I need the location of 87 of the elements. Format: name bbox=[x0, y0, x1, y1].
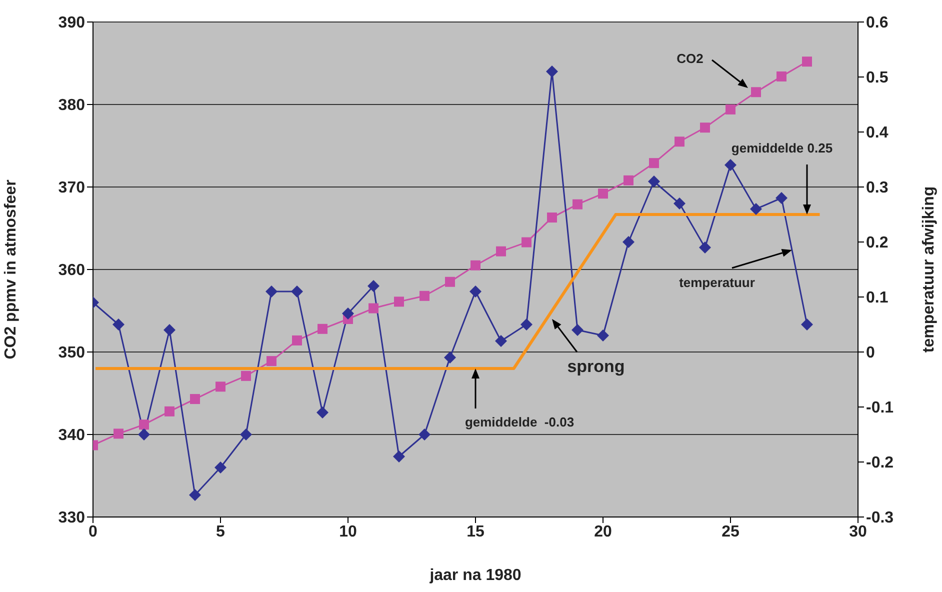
point bbox=[445, 276, 455, 287]
point bbox=[112, 318, 124, 330]
x-tick-label: 20 bbox=[594, 523, 612, 540]
point bbox=[139, 420, 149, 430]
point bbox=[624, 175, 634, 186]
y2-tick-label: -0.3 bbox=[866, 510, 894, 527]
point bbox=[420, 290, 430, 301]
point bbox=[164, 406, 174, 416]
point bbox=[572, 324, 584, 336]
point bbox=[316, 406, 328, 418]
point bbox=[394, 296, 404, 307]
point bbox=[495, 335, 507, 347]
x-tick-label: 25 bbox=[722, 523, 740, 540]
point bbox=[776, 71, 786, 82]
y2-tick-label: 0.2 bbox=[866, 234, 888, 252]
point bbox=[802, 56, 812, 67]
y-tick-label: 330 bbox=[58, 510, 86, 527]
point bbox=[597, 330, 609, 342]
point bbox=[496, 246, 506, 256]
x-tick-label: 5 bbox=[216, 523, 226, 540]
x-tick-label: 0 bbox=[88, 523, 98, 540]
annotation: sprong bbox=[567, 357, 625, 376]
y-tick-label: 390 bbox=[58, 14, 86, 32]
point bbox=[776, 192, 788, 204]
point bbox=[444, 352, 456, 364]
point bbox=[674, 136, 684, 147]
point bbox=[189, 489, 201, 501]
point bbox=[164, 324, 176, 336]
point bbox=[114, 428, 124, 439]
y-axis-title: CO2 ppmv in atmosfeer bbox=[2, 180, 20, 360]
point bbox=[240, 428, 252, 440]
point bbox=[291, 286, 303, 298]
point bbox=[368, 303, 378, 314]
point bbox=[699, 242, 711, 254]
point bbox=[801, 318, 813, 330]
x-tick-label: 15 bbox=[466, 523, 484, 540]
y-tick-label: 360 bbox=[58, 262, 86, 280]
y2-tick-label: 0.3 bbox=[866, 180, 888, 197]
point bbox=[724, 159, 736, 171]
point bbox=[138, 428, 150, 440]
y2-axis-title: temperatuur afwijking bbox=[920, 186, 938, 353]
point bbox=[750, 203, 762, 215]
point bbox=[292, 335, 302, 346]
point bbox=[266, 286, 278, 298]
text: temperatuur bbox=[679, 275, 755, 290]
y2-tick-label: 0.5 bbox=[866, 70, 888, 87]
point bbox=[470, 260, 480, 270]
point bbox=[216, 382, 226, 392]
point bbox=[214, 462, 226, 474]
point bbox=[318, 324, 328, 334]
point bbox=[751, 87, 761, 98]
point bbox=[598, 188, 608, 199]
point bbox=[547, 212, 557, 223]
point bbox=[572, 199, 582, 210]
y2-tick-label: -0.2 bbox=[866, 454, 894, 472]
y2-tick-label: 0.6 bbox=[866, 14, 888, 32]
point bbox=[726, 104, 736, 114]
point bbox=[393, 450, 405, 462]
point bbox=[342, 308, 354, 320]
point bbox=[418, 428, 430, 440]
annotation: gemiddelde -0.03 bbox=[464, 414, 574, 430]
annotation: gemiddelde 0.25 bbox=[731, 140, 833, 156]
point bbox=[522, 237, 532, 248]
x-tick-label: 30 bbox=[849, 523, 867, 540]
text: CO2 bbox=[676, 51, 704, 66]
y-tick-label: 340 bbox=[58, 427, 86, 444]
point bbox=[674, 198, 686, 210]
y2-tick-label: 0 bbox=[866, 344, 875, 362]
y-tick-label: 370 bbox=[58, 180, 86, 197]
x-axis-title: jaar na 1980 bbox=[428, 567, 522, 584]
y2-tick-label: 0.4 bbox=[866, 124, 888, 142]
point bbox=[520, 318, 532, 330]
y2-tick-label: 0.1 bbox=[866, 290, 888, 307]
point bbox=[190, 394, 200, 404]
point bbox=[648, 176, 660, 188]
point bbox=[649, 158, 659, 168]
point bbox=[470, 286, 482, 298]
y-tick-label: 380 bbox=[58, 97, 86, 114]
point bbox=[241, 370, 251, 381]
y2-tick-label: -0.1 bbox=[866, 400, 894, 417]
point bbox=[546, 66, 558, 78]
point bbox=[266, 356, 276, 366]
x-tick-label: 10 bbox=[339, 523, 357, 540]
point bbox=[700, 122, 710, 133]
point bbox=[368, 280, 380, 292]
point bbox=[622, 236, 634, 248]
y-tick-label: 350 bbox=[58, 344, 86, 362]
